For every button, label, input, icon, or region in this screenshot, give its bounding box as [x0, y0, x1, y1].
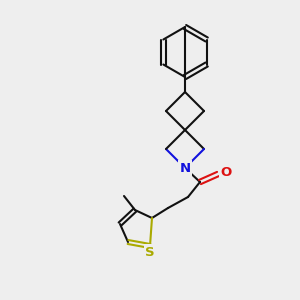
Text: S: S	[145, 245, 155, 259]
Text: O: O	[220, 166, 232, 178]
Text: N: N	[179, 161, 191, 175]
